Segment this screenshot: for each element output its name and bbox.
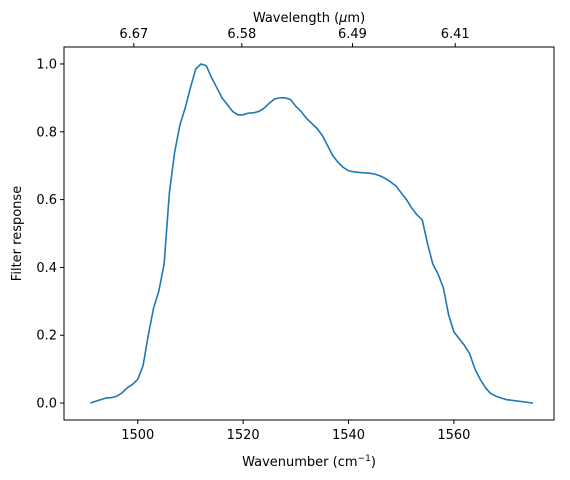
axes-frame <box>63 46 555 421</box>
y-axis-label: Filter response <box>10 186 25 281</box>
y-tick-label: 0.8 <box>36 125 57 140</box>
x-tick-label: 1500 <box>121 428 154 443</box>
plot-area <box>90 63 534 404</box>
left-y-axis: 0.0 0.2 0.4 0.6 0.8 1.0 <box>36 57 64 412</box>
top-x-axis-label: Wavelength (μm) <box>253 11 365 26</box>
x-tick-label: 1520 <box>227 428 260 443</box>
top-tick-label: 6.41 <box>441 27 470 42</box>
top-x-axis: 6.67 6.58 6.49 6.41 <box>119 27 470 47</box>
x-tick-label: 1540 <box>332 428 365 443</box>
top-tick-label: 6.67 <box>119 27 148 42</box>
y-tick-label: 0.2 <box>36 329 57 344</box>
y-tick-label: 0.6 <box>36 193 57 208</box>
top-tick-label: 6.58 <box>227 27 256 42</box>
y-tick-label: 0.0 <box>36 397 57 412</box>
top-tick-label: 6.49 <box>338 27 367 42</box>
series-line-0 <box>90 63 534 404</box>
x-axis-label: Wavenumber (cm−1) <box>242 454 376 470</box>
bottom-x-axis: 1500 1520 1540 1560 <box>121 420 470 443</box>
y-tick-label: 0.4 <box>36 261 57 276</box>
y-tick-label: 1.0 <box>36 57 57 72</box>
x-tick-label: 1560 <box>437 428 470 443</box>
